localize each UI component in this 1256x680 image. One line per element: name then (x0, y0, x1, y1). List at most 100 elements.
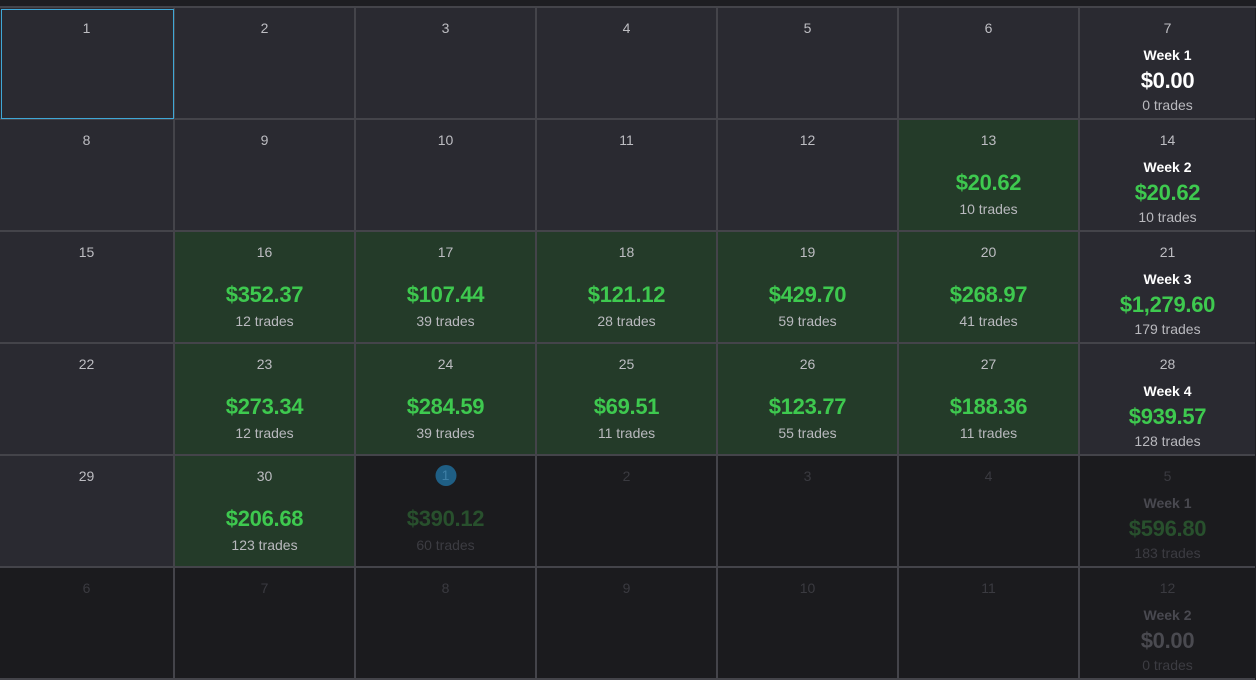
calendar-day-cell[interactable]: 6 (0, 568, 175, 680)
week-trade-count: 10 trades (1138, 209, 1197, 225)
day-trade-count: 55 trades (778, 425, 837, 441)
calendar-grid: 1 2 3 4 5 6 7 Week 1 $0.00 0 trades 8 9 10 11 12 13 $20.… (0, 6, 1256, 680)
day-number: 14 (1159, 132, 1176, 148)
day-trade-count: 12 trades (235, 313, 294, 329)
day-number: 22 (78, 356, 95, 372)
day-number: 10 (799, 580, 816, 596)
calendar-day-cell[interactable]: 1 $390.12 60 trades (356, 456, 537, 568)
calendar-day-cell[interactable]: 12 (718, 120, 899, 232)
day-number: 7 (1163, 20, 1172, 36)
day-number: 28 (1159, 356, 1176, 372)
calendar-day-cell[interactable]: 3 (718, 456, 899, 568)
day-number: 1 (82, 20, 91, 36)
week-trade-count: 179 trades (1134, 321, 1201, 337)
calendar-day-cell[interactable]: 10 (718, 568, 899, 680)
calendar-day-cell[interactable]: 22 (0, 344, 175, 456)
day-number: 5 (803, 20, 812, 36)
week-pnl-amount: $1,279.60 (1119, 292, 1216, 317)
day-trade-count: 11 trades (597, 425, 656, 441)
week-label: Week 3 (1143, 271, 1192, 287)
day-number: 5 (1163, 468, 1172, 484)
week-pnl-amount: $939.57 (1128, 404, 1207, 429)
day-number: 8 (82, 132, 91, 148)
calendar-day-cell[interactable]: 6 (899, 8, 1080, 120)
week-label: Week 2 (1143, 607, 1192, 623)
calendar-day-cell[interactable]: 18 $121.12 28 trades (537, 232, 718, 344)
day-number: 21 (1159, 244, 1176, 260)
calendar-day-cell[interactable]: 19 $429.70 59 trades (718, 232, 899, 344)
day-number: 4 (622, 20, 631, 36)
calendar-day-cell[interactable]: 29 (0, 456, 175, 568)
day-trade-count: 59 trades (778, 313, 837, 329)
day-pnl-amount: $268.97 (949, 282, 1028, 307)
day-number: 3 (803, 468, 812, 484)
calendar-day-cell[interactable]: 17 $107.44 39 trades (356, 232, 537, 344)
day-pnl-amount: $123.77 (768, 394, 847, 419)
week-label: Week 2 (1143, 159, 1192, 175)
calendar-day-cell[interactable]: 13 $20.62 10 trades (899, 120, 1080, 232)
day-number: 2 (622, 468, 631, 484)
calendar-day-cell[interactable]: 10 (356, 120, 537, 232)
calendar-day-cell[interactable]: 23 $273.34 12 trades (175, 344, 356, 456)
week-trade-count: 0 trades (1142, 97, 1193, 113)
day-number: 8 (441, 580, 450, 596)
calendar-day-cell[interactable]: 3 (356, 8, 537, 120)
day-number: 15 (78, 244, 95, 260)
calendar-day-cell[interactable]: 26 $123.77 55 trades (718, 344, 899, 456)
week-summary-cell[interactable]: 12 Week 2 $0.00 0 trades (1080, 568, 1255, 680)
day-number: 9 (622, 580, 631, 596)
week-pnl-amount: $596.80 (1128, 516, 1207, 541)
calendar-day-cell[interactable]: 1 (0, 8, 175, 120)
calendar-day-cell[interactable]: 15 (0, 232, 175, 344)
day-number: 24 (437, 356, 454, 372)
today-badge: 1 (435, 465, 456, 486)
day-number: 26 (799, 356, 816, 372)
day-pnl-amount: $121.12 (587, 282, 666, 307)
calendar-day-cell[interactable]: 20 $268.97 41 trades (899, 232, 1080, 344)
calendar-day-cell[interactable]: 5 (718, 8, 899, 120)
day-number: 11 (981, 580, 996, 596)
week-summary-cell[interactable]: 5 Week 1 $596.80 183 trades (1080, 456, 1255, 568)
calendar-day-cell[interactable]: 4 (537, 8, 718, 120)
day-pnl-amount: $107.44 (406, 282, 485, 307)
day-number: 29 (78, 468, 95, 484)
day-pnl-amount: $69.51 (593, 394, 660, 419)
calendar-day-cell[interactable]: 11 (537, 120, 718, 232)
calendar-day-cell[interactable]: 2 (537, 456, 718, 568)
calendar-day-cell[interactable]: 8 (0, 120, 175, 232)
calendar-day-cell[interactable]: 9 (175, 120, 356, 232)
day-number: 9 (260, 132, 269, 148)
week-pnl-amount: $0.00 (1140, 628, 1195, 653)
day-trade-count: 123 trades (231, 537, 298, 553)
week-summary-cell[interactable]: 7 Week 1 $0.00 0 trades (1080, 8, 1255, 120)
calendar-day-cell[interactable]: 27 $188.36 11 trades (899, 344, 1080, 456)
day-pnl-amount: $352.37 (225, 282, 304, 307)
day-number: 13 (980, 132, 997, 148)
week-pnl-amount: $0.00 (1140, 68, 1195, 93)
calendar-day-cell[interactable]: 9 (537, 568, 718, 680)
week-summary-cell[interactable]: 28 Week 4 $939.57 128 trades (1080, 344, 1255, 456)
day-trade-count: 28 trades (597, 313, 656, 329)
day-number: 25 (618, 356, 635, 372)
calendar-day-cell[interactable]: 11 (899, 568, 1080, 680)
calendar-day-cell[interactable]: 24 $284.59 39 trades (356, 344, 537, 456)
week-trade-count: 128 trades (1134, 433, 1201, 449)
day-trade-count: 60 trades (416, 537, 475, 553)
calendar-day-cell[interactable]: 8 (356, 568, 537, 680)
day-number: 17 (437, 244, 454, 260)
day-trade-count: 10 trades (959, 201, 1018, 217)
calendar-day-cell[interactable]: 16 $352.37 12 trades (175, 232, 356, 344)
calendar-day-cell[interactable]: 2 (175, 8, 356, 120)
calendar-day-cell[interactable]: 25 $69.51 11 trades (537, 344, 718, 456)
day-number: 20 (980, 244, 997, 260)
day-number: 12 (799, 132, 816, 148)
day-number: 18 (618, 244, 635, 260)
week-summary-cell[interactable]: 14 Week 2 $20.62 10 trades (1080, 120, 1255, 232)
day-trade-count: 39 trades (416, 313, 475, 329)
week-trade-count: 0 trades (1142, 657, 1193, 673)
day-number: 7 (260, 580, 269, 596)
week-summary-cell[interactable]: 21 Week 3 $1,279.60 179 trades (1080, 232, 1255, 344)
calendar-day-cell[interactable]: 7 (175, 568, 356, 680)
calendar-day-cell[interactable]: 4 (899, 456, 1080, 568)
calendar-day-cell[interactable]: 30 $206.68 123 trades (175, 456, 356, 568)
